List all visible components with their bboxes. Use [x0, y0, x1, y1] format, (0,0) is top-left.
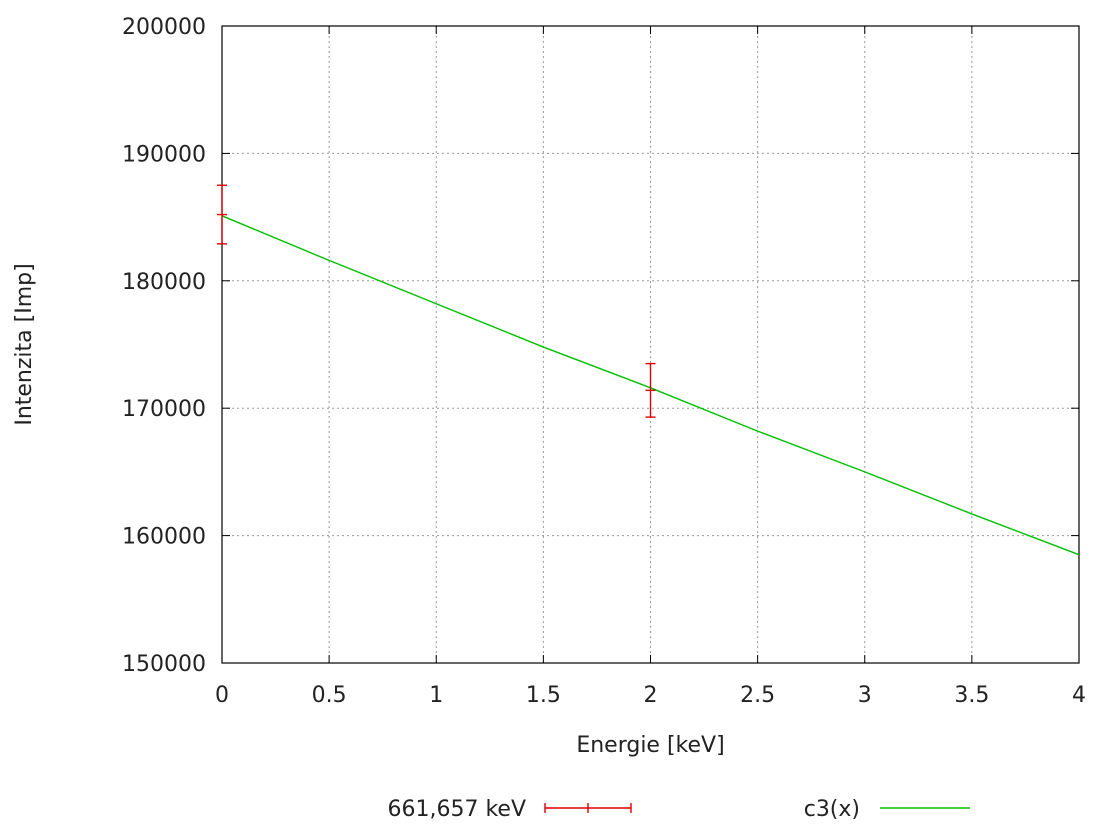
x-tick-label: 4	[1072, 683, 1086, 708]
x-tick-label: 2	[644, 683, 658, 708]
y-tick-label: 150000	[122, 652, 206, 677]
x-tick-label: 0.5	[312, 683, 347, 708]
x-tick-label: 3	[858, 683, 872, 708]
x-tick-label: 1	[429, 683, 443, 708]
legend-label-line: c3(x)	[804, 797, 860, 822]
legend-label-errorbars: 661,657 keV	[387, 797, 526, 822]
x-tick-label: 2.5	[740, 683, 775, 708]
grid	[222, 26, 1079, 663]
axis-ticks: 0 0.5 1 1.5 2 2.5 3 3.5 4 150000 160000 170000 18000…	[122, 15, 1086, 708]
y-axis-label: Intenzita [Imp]	[12, 263, 37, 425]
y-tick-label: 180000	[122, 270, 206, 295]
y-tick-label: 170000	[122, 397, 206, 422]
legend-sample-errorbars	[544, 803, 632, 813]
errorbar-point	[645, 362, 656, 418]
legend: 661,657 keV c3(x)	[387, 797, 970, 822]
x-tick-label: 0	[215, 683, 229, 708]
y-tick-label: 160000	[122, 525, 206, 550]
errorbar-point	[217, 184, 227, 245]
y-tick-label: 200000	[122, 15, 206, 40]
series	[217, 184, 1080, 556]
y-tick-label: 190000	[122, 142, 206, 167]
x-tick-label: 1.5	[526, 683, 561, 708]
x-tick-label: 3.5	[954, 683, 989, 708]
x-axis-label: Energie [keV]	[576, 733, 724, 758]
